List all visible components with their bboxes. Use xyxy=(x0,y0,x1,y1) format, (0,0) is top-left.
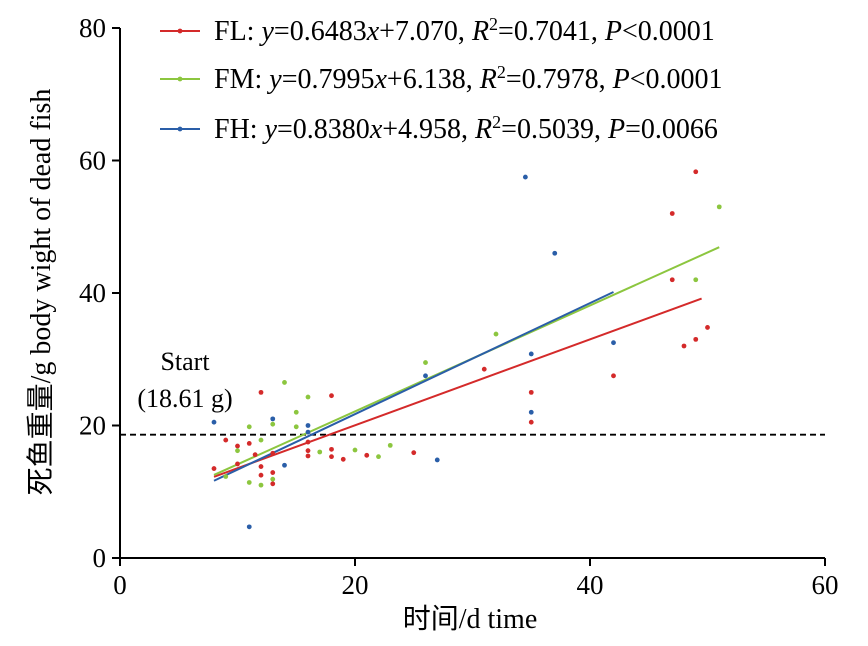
data-point-fl xyxy=(270,450,276,456)
start-annotation-line2: (18.61 g) xyxy=(137,384,232,413)
data-point-fh xyxy=(305,423,311,428)
data-point-fl xyxy=(705,325,710,330)
legend-marker-fl xyxy=(177,28,183,34)
data-point-fl xyxy=(235,443,240,449)
data-point-fm xyxy=(246,480,252,485)
legend-entry-fl: FL: y=0.6483x+7.070, R2=0.7041, P<0.0001 xyxy=(214,14,715,47)
legend-entry-fh: FH: y=0.8380x+4.958, R2=0.5039, P=0.0066 xyxy=(214,112,718,145)
y-axis-title: 死鱼重量/g body wight of dead fish xyxy=(25,89,57,496)
data-point-fm xyxy=(716,204,722,210)
x-tick-label: 40 xyxy=(577,570,604,600)
data-point-fm xyxy=(293,424,299,430)
data-point-fl xyxy=(528,419,534,425)
data-point-fl xyxy=(693,336,699,342)
data-point-fl xyxy=(681,343,687,349)
data-point-fm xyxy=(317,449,323,455)
data-point-fl xyxy=(611,373,616,379)
legend-entry-fm: FM: y=0.7995x+6.138, R2=0.7978, P<0.0001 xyxy=(214,62,723,95)
data-point-fm xyxy=(293,409,299,415)
data-point-fh xyxy=(552,250,558,256)
data-point-fm xyxy=(282,380,287,385)
data-point-fl xyxy=(270,470,276,475)
data-point-fh xyxy=(246,524,252,530)
data-point-fl xyxy=(305,453,311,459)
data-point-fm xyxy=(493,331,499,337)
fit-line-fh xyxy=(213,291,614,482)
x-tick-label: 20 xyxy=(342,570,369,600)
data-point-fh xyxy=(522,174,528,180)
data-point-fm xyxy=(270,421,276,427)
data-point-fh xyxy=(611,340,616,346)
data-point-fl xyxy=(258,389,264,395)
data-point-fl xyxy=(669,277,675,283)
x-tick-label: 60 xyxy=(812,570,839,600)
data-point-fl xyxy=(669,211,675,216)
data-point-fl xyxy=(223,437,229,443)
data-point-fl xyxy=(411,450,417,456)
data-point-fl xyxy=(329,393,334,399)
data-point-fl xyxy=(211,466,217,471)
data-point-fl xyxy=(252,452,258,458)
data-point-fm xyxy=(258,437,264,443)
data-point-fh xyxy=(434,457,440,463)
y-tick-label: 0 xyxy=(93,543,107,573)
data-point-fl xyxy=(246,440,252,446)
data-point-fl xyxy=(305,439,311,445)
data-point-fl xyxy=(258,472,264,478)
y-tick-label: 60 xyxy=(79,146,106,176)
data-point-fl xyxy=(235,461,240,467)
data-point-fl xyxy=(258,464,264,469)
fit-lines xyxy=(213,246,720,482)
data-point-fm xyxy=(423,360,428,365)
y-tick-label: 80 xyxy=(79,13,106,43)
data-point-fl xyxy=(528,389,534,395)
data-point-fm xyxy=(258,482,264,488)
data-points xyxy=(211,169,722,530)
x-axis-title: 时间/d time xyxy=(403,603,538,635)
data-point-fm xyxy=(270,476,276,482)
data-point-fl xyxy=(693,169,699,175)
data-point-fl xyxy=(481,366,487,372)
legend-marker-fm xyxy=(177,76,183,82)
data-point-fm xyxy=(246,424,252,430)
data-point-fh xyxy=(423,373,428,379)
data-point-fm xyxy=(376,454,381,460)
data-point-fm xyxy=(352,447,358,453)
legend: FL: y=0.6483x+7.070, R2=0.7041, P<0.0001… xyxy=(160,14,723,145)
data-point-fl xyxy=(329,446,334,452)
data-point-fl xyxy=(340,456,346,462)
data-point-fh xyxy=(305,429,311,435)
data-point-fh xyxy=(211,419,217,425)
data-point-fm xyxy=(235,448,240,454)
data-point-fh xyxy=(528,409,534,415)
data-point-fm xyxy=(223,474,229,479)
axis-ticks: 0 20 40 60 0 20 40 60 80 xyxy=(79,13,839,600)
data-point-fm xyxy=(693,277,699,283)
data-point-fl xyxy=(305,448,311,454)
x-tick-label: 0 xyxy=(113,570,127,600)
fit-line-fl xyxy=(213,297,702,478)
data-point-fl xyxy=(364,452,370,458)
y-tick-label: 20 xyxy=(79,411,106,441)
data-point-fl xyxy=(270,481,276,487)
y-tick-label: 40 xyxy=(79,278,106,308)
legend-marker-fh xyxy=(177,126,183,132)
data-point-fl xyxy=(329,454,334,460)
start-annotation-line1: Start xyxy=(160,347,210,376)
data-point-fm xyxy=(387,442,393,448)
data-point-fh xyxy=(528,351,534,357)
data-point-fh xyxy=(270,416,276,422)
data-point-fh xyxy=(282,462,287,468)
data-point-fm xyxy=(305,394,311,400)
